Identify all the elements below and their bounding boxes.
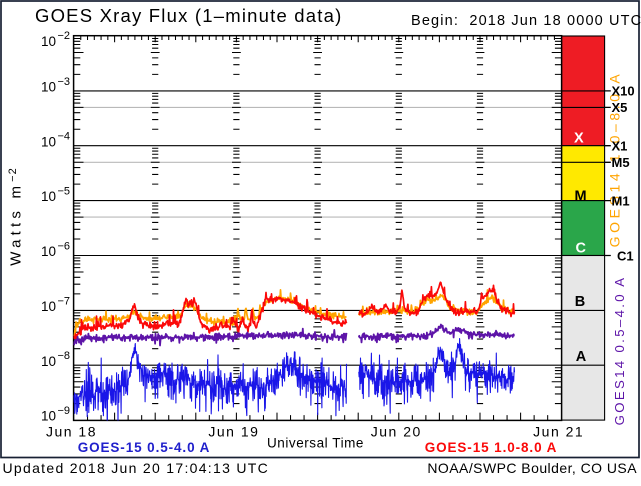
svg-text:10: 10 <box>41 299 56 314</box>
svg-text:−3: −3 <box>58 76 71 88</box>
svg-text:GOES-15 0.5-4.0 A: GOES-15 0.5-4.0 A <box>78 440 211 455</box>
svg-text:−2: −2 <box>58 30 71 42</box>
svg-text:10: 10 <box>41 80 56 95</box>
svg-text:−6: −6 <box>58 241 71 253</box>
svg-text:Jun 18: Jun 18 <box>46 424 97 440</box>
svg-text:X1: X1 <box>612 139 628 154</box>
svg-text:−8: −8 <box>58 350 71 362</box>
svg-text:GOES14 0.5–4.0 A: GOES14 0.5–4.0 A <box>612 276 627 426</box>
svg-text:B: B <box>575 294 585 310</box>
svg-text:GOES Xray Flux (1–minute data): GOES Xray Flux (1–minute data) <box>35 5 342 26</box>
svg-text:10: 10 <box>41 244 56 259</box>
svg-text:Watts m−2: Watts m−2 <box>7 167 25 265</box>
svg-text:X5: X5 <box>612 100 628 115</box>
svg-text:X10: X10 <box>612 84 635 99</box>
svg-text:Jun 19: Jun 19 <box>208 424 259 440</box>
svg-text:M: M <box>574 189 586 205</box>
svg-text:Universal Time: Universal Time <box>267 436 364 451</box>
svg-text:10: 10 <box>41 354 56 369</box>
svg-text:Updated 2018 Jun 20 17:04:13 U: Updated 2018 Jun 20 17:04:13 UTC <box>3 460 270 476</box>
svg-text:10: 10 <box>41 134 56 149</box>
svg-text:10: 10 <box>41 409 56 424</box>
svg-text:M1: M1 <box>612 193 630 208</box>
svg-text:A: A <box>576 349 587 365</box>
svg-text:Jun 20: Jun 20 <box>371 424 422 440</box>
svg-text:GOES14 1.0–8.0 A: GOES14 1.0–8.0 A <box>607 71 623 248</box>
svg-text:−4: −4 <box>58 131 71 143</box>
svg-text:M5: M5 <box>612 155 630 170</box>
svg-text:−7: −7 <box>58 295 71 307</box>
svg-text:NOAA/SWPC Boulder, CO USA: NOAA/SWPC Boulder, CO USA <box>427 460 637 476</box>
svg-text:10: 10 <box>41 34 56 49</box>
svg-text:10: 10 <box>41 189 56 204</box>
svg-text:GOES-15 1.0-8.0 A: GOES-15 1.0-8.0 A <box>425 440 558 455</box>
svg-text:C1: C1 <box>617 248 634 263</box>
svg-text:−9: −9 <box>58 405 71 417</box>
svg-text:−5: −5 <box>58 186 71 198</box>
svg-text:Begin: 2018 Jun 18 0000 UTC: Begin: 2018 Jun 18 0000 UTC <box>411 13 641 29</box>
svg-text:C: C <box>576 241 587 257</box>
svg-text:Jun 21: Jun 21 <box>533 424 584 440</box>
svg-text:X: X <box>574 131 584 147</box>
